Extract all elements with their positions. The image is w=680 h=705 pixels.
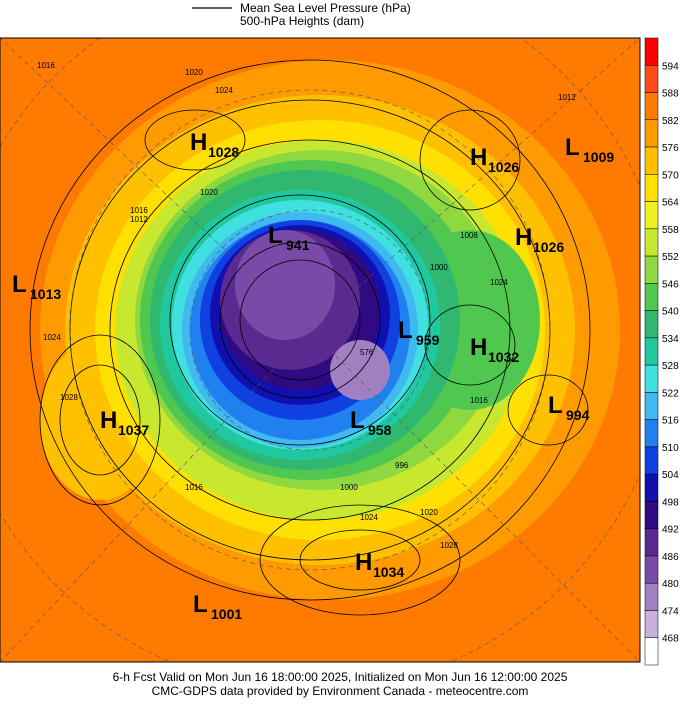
contour-label: 1016 — [185, 483, 203, 492]
center-value: 994 — [566, 407, 590, 423]
contour-label: 1008 — [460, 231, 478, 240]
colorbar-tick-label: 558 — [662, 225, 679, 236]
contour-label: 1016 — [130, 206, 148, 215]
center-letter: L — [398, 317, 413, 344]
center-value: 1032 — [488, 349, 519, 365]
center-value: 1026 — [533, 239, 564, 255]
colorbar-tick-label: 510 — [662, 443, 679, 454]
colorbar-band — [644, 446, 659, 475]
center-letter: L — [565, 134, 580, 161]
colorbar-band — [644, 392, 659, 420]
colorbar-band — [644, 337, 659, 366]
colorbar-band — [644, 37, 659, 66]
colorbar-band — [644, 255, 659, 284]
colorbar-band — [644, 146, 659, 175]
legend-item: Mean Sea Level Pressure (hPa) — [240, 1, 411, 15]
contour-label: 1016 — [37, 61, 55, 70]
contour-label: 1024 — [215, 86, 233, 95]
contour-label: 1016 — [470, 396, 488, 405]
center-value: 959 — [416, 332, 440, 348]
colorbar-band — [644, 473, 659, 502]
contour-label: 1024 — [43, 333, 61, 342]
contour-label: 1028 — [60, 393, 78, 402]
colorbar-tick-label: 582 — [662, 116, 679, 127]
footer-line: 6-h Fcst Valid on Mon Jun 16 18:00:00 20… — [113, 670, 568, 684]
map-frame — [0, 37, 641, 663]
center-letter: H — [470, 334, 487, 361]
contour-label: 1020 — [200, 188, 218, 197]
colorbar-tick-label: 516 — [662, 416, 679, 427]
contour-label: 1012 — [130, 215, 148, 224]
contour-label: 576 — [360, 348, 374, 357]
colorbar-tick-label: 486 — [662, 552, 679, 563]
colorbar-band — [644, 65, 659, 93]
colorbar-tick-label: 492 — [662, 525, 679, 536]
colorbar-band — [644, 610, 659, 638]
center-letter: H — [515, 224, 532, 251]
center-value: 941 — [286, 237, 310, 253]
colorbar-tick-label: 588 — [662, 89, 679, 100]
colorbar-band — [644, 501, 659, 529]
colorbar-band — [644, 228, 659, 257]
colorbar-band — [644, 528, 659, 557]
colorbar-tick-label: 546 — [662, 279, 679, 290]
center-letter: L — [548, 392, 563, 419]
colorbar-band — [644, 174, 659, 202]
center-letter: H — [100, 407, 117, 434]
colorbar-tick-label: 564 — [662, 198, 679, 209]
center-value: 1009 — [583, 149, 614, 165]
contour-label: 996 — [395, 461, 409, 470]
colorbar-band — [644, 92, 659, 121]
center-letter: L — [268, 222, 283, 249]
colorbar-tick-label: 540 — [662, 307, 679, 318]
colorbar-band — [644, 364, 659, 393]
colorbar-tick-label: 552 — [662, 252, 679, 263]
colorbar-tick-label: 570 — [662, 170, 679, 181]
contour-label: 1000 — [340, 483, 358, 492]
colorbar-tick-label: 474 — [662, 606, 679, 617]
colorbar-tick-label: 522 — [662, 388, 679, 399]
colorbar-band — [644, 283, 659, 311]
colorbar-band — [644, 582, 659, 611]
colorbar-band — [644, 555, 659, 584]
contour-label: 1020 — [420, 508, 438, 517]
center-letter: H — [355, 549, 372, 576]
colorbar-band — [644, 419, 659, 448]
footer-line: CMC-GDPS data provided by Environment Ca… — [152, 684, 529, 698]
legend-item: 500-hPa Heights (dam) — [240, 14, 364, 28]
colorbar-tick-label: 480 — [662, 579, 679, 590]
contour-label: 1020 — [185, 68, 203, 77]
center-letter: H — [190, 129, 207, 156]
colorbar-tick-label: 576 — [662, 143, 679, 154]
contour-label: 1000 — [430, 263, 448, 272]
center-value: 1037 — [118, 422, 149, 438]
contour-label: 1024 — [360, 513, 378, 522]
center-value: 1034 — [373, 564, 404, 580]
contour-label: 1028 — [440, 541, 458, 550]
colorbar-tick-label: 468 — [662, 634, 679, 645]
center-value: 1026 — [488, 159, 519, 175]
colorbar-band — [644, 119, 659, 148]
center-letter: L — [193, 591, 208, 618]
center-value: 1013 — [30, 286, 61, 302]
contour-label: 1012 — [558, 93, 576, 102]
center-letter: H — [470, 144, 487, 171]
colorbar-band — [644, 637, 659, 666]
center-value: 1001 — [211, 606, 242, 622]
center-letter: L — [350, 407, 365, 434]
colorbar-tick-label: 534 — [662, 334, 679, 345]
colorbar-tick-label: 528 — [662, 361, 679, 372]
colorbar-tick-label: 594 — [662, 61, 679, 72]
colorbar-tick-label: 504 — [662, 470, 679, 481]
colorbar-band — [644, 201, 659, 230]
center-value: 1028 — [208, 144, 239, 160]
colorbar-band — [644, 310, 659, 339]
center-letter: L — [12, 271, 27, 298]
colorbar-tick-label: 498 — [662, 497, 679, 508]
contour-label: 1024 — [490, 278, 508, 287]
center-value: 958 — [368, 422, 392, 438]
map-field — [0, 38, 640, 662]
